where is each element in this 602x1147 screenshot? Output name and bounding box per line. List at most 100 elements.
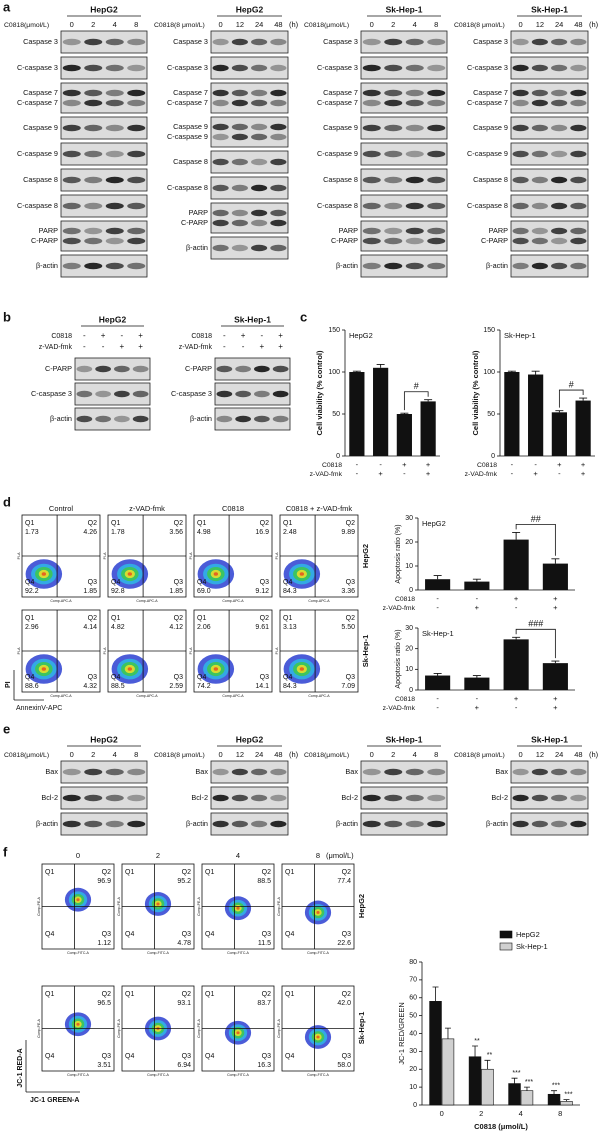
quadrant-name: Q4 — [125, 931, 134, 938]
error-bar — [433, 673, 442, 676]
blot-box — [510, 194, 589, 218]
quadrant-name: Q2 — [346, 520, 355, 527]
y-tick-label: 150 — [328, 327, 340, 334]
protein-label: β-actin — [36, 261, 58, 270]
quadrant-value: 4.32 — [83, 683, 97, 690]
band — [105, 99, 124, 107]
panel-letter: b — [3, 309, 11, 324]
chart-title: HepG2 — [422, 519, 446, 528]
band — [231, 38, 248, 46]
dose: 8 — [434, 20, 438, 29]
protein-label: Bcl-2 — [341, 793, 358, 802]
band — [570, 99, 587, 107]
panel-letter: a — [3, 0, 11, 14]
error-bar — [512, 636, 521, 640]
band — [270, 158, 287, 166]
band — [362, 262, 381, 270]
treatment-sign: + — [581, 469, 586, 478]
band — [231, 133, 248, 141]
band — [427, 124, 446, 132]
protein-label: C-PARP — [331, 236, 358, 245]
quadrant-name: Q2 — [262, 991, 271, 998]
band — [127, 89, 146, 97]
band — [114, 365, 130, 373]
band — [270, 820, 287, 828]
error-bar — [433, 575, 442, 580]
band — [362, 89, 381, 97]
plot-x-axis: Comp-FITC-A — [67, 951, 89, 955]
protein-label: C-caspase 7 — [317, 98, 358, 107]
dose-label: C0818(8 μmol/L) — [154, 752, 205, 759]
y-label: JC-1 RED/GREEN — [397, 1002, 406, 1065]
treatment-name: z-VAD-fmk — [383, 605, 416, 612]
bar — [504, 372, 520, 456]
band — [231, 219, 248, 227]
y-tick-label: 40 — [409, 1030, 417, 1037]
protein-label: PARP — [189, 208, 208, 217]
band — [427, 176, 446, 184]
y-label: Cell viability (% control) — [471, 350, 480, 436]
band — [512, 237, 529, 245]
band — [531, 262, 548, 270]
quadrant-value: 96.5 — [97, 1000, 111, 1007]
band — [384, 150, 403, 158]
significance: ** — [474, 1038, 480, 1045]
blot-box — [360, 142, 448, 166]
treatment-sign: - — [356, 469, 359, 478]
quadrant-name: Q2 — [174, 520, 183, 527]
dose-label: C0818(8 μmol/L) — [154, 22, 205, 29]
quadrant-name: Q4 — [111, 674, 120, 681]
band — [231, 64, 248, 72]
band — [105, 176, 124, 184]
blot-box — [60, 168, 148, 192]
quadrant-value: 83.7 — [257, 1000, 271, 1007]
band — [362, 99, 381, 107]
quadrant-name: Q4 — [205, 931, 214, 938]
dose: 8 — [134, 750, 138, 759]
quadrant-name: Q1 — [205, 991, 214, 998]
band — [231, 209, 248, 217]
quadrant-name: Q1 — [111, 615, 120, 622]
protein-label: Bax — [345, 767, 358, 776]
protein-label: Caspase 3 — [323, 37, 358, 46]
blot-title: HepG2 — [90, 4, 118, 14]
bar — [575, 400, 591, 456]
bar — [551, 412, 567, 456]
protein-label: Caspase 9 — [473, 123, 508, 132]
band — [272, 365, 289, 373]
error-bar — [444, 1027, 451, 1039]
y-tick-label: 0 — [409, 587, 413, 594]
treatment-name: z-VAD-fmk — [179, 344, 213, 351]
quadrant-value: 77.4 — [337, 878, 351, 885]
treatment-name: C0818 — [395, 696, 415, 703]
plot-y-axis: PI-A — [189, 647, 193, 654]
quadrant-name: Q3 — [182, 931, 191, 938]
treatment-sign: - — [403, 469, 406, 478]
blot-box — [360, 168, 448, 192]
band — [105, 64, 124, 72]
protein-label: Bcl-2 — [491, 793, 508, 802]
treatment-sign: + — [557, 460, 562, 469]
treatment-sign: + — [553, 603, 558, 612]
treatment-name: z-VAD-fmk — [383, 705, 416, 712]
quadrant-value: 3.51 — [97, 1062, 111, 1069]
bar — [468, 1056, 482, 1106]
quadrant-name: Q4 — [45, 1053, 54, 1060]
quadrant-name: Q1 — [111, 520, 120, 527]
band — [362, 237, 381, 245]
band — [570, 820, 587, 828]
axis-label: JC-1 GREEN-A — [30, 1097, 79, 1104]
band — [570, 237, 587, 245]
treatment-sign: - — [379, 460, 382, 469]
significance: *** — [525, 1079, 533, 1086]
protein-label: Caspase 3 — [473, 37, 508, 46]
band — [251, 209, 268, 217]
bar — [425, 675, 451, 690]
bar — [508, 1083, 521, 1106]
band — [512, 202, 529, 210]
band — [84, 64, 103, 72]
protein-label: β-actin — [336, 261, 358, 270]
quadrant-name: Q1 — [125, 991, 134, 998]
band — [384, 124, 403, 132]
quadrant-name: Q2 — [260, 520, 269, 527]
